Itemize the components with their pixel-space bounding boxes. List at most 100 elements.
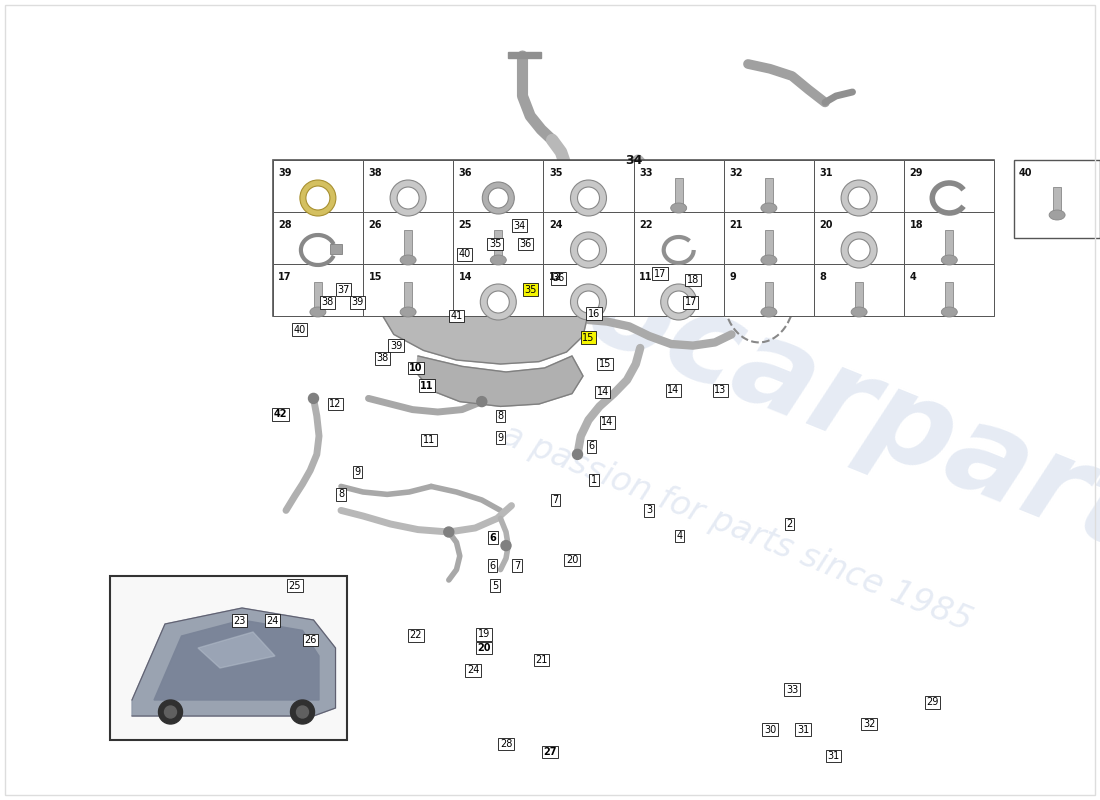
Text: 27: 27 [543,747,557,757]
Text: 29: 29 [910,168,923,178]
Text: 9: 9 [497,433,504,442]
Ellipse shape [942,255,957,265]
Text: 20: 20 [477,643,491,653]
Bar [453,160,543,212]
Text: 28: 28 [499,739,513,749]
Text: 32: 32 [862,719,876,729]
Text: 7: 7 [514,561,520,570]
Text: 40: 40 [1019,168,1032,178]
Bar [273,160,994,316]
Text: 8: 8 [497,411,504,421]
Text: 42: 42 [274,410,287,419]
Polygon shape [644,244,764,306]
Text: 40: 40 [293,325,306,334]
Text: 39: 39 [278,168,292,178]
Text: 33: 33 [785,685,799,694]
Text: 14: 14 [667,386,680,395]
Text: 9: 9 [354,467,361,477]
Circle shape [500,541,512,550]
Bar [764,178,773,206]
Text: 31: 31 [820,168,833,178]
Bar [674,178,683,206]
Text: 17: 17 [684,298,697,307]
Bar [634,160,724,212]
Text: 2: 2 [786,519,793,529]
Bar [1014,160,1100,238]
Bar [1053,187,1062,213]
Text: 39: 39 [351,298,364,307]
Text: 25: 25 [288,581,301,590]
Bar [814,212,904,264]
Text: 26: 26 [304,635,317,645]
Text: 3: 3 [646,506,652,515]
Text: 10: 10 [409,363,422,373]
Text: 24: 24 [549,220,562,230]
Bar [404,282,412,310]
Text: 34: 34 [625,154,642,166]
Bar [724,264,814,316]
Bar [724,160,814,212]
Bar [543,212,634,264]
Circle shape [290,700,315,724]
Bar [273,160,363,212]
Text: 33: 33 [639,168,652,178]
Bar [453,212,543,264]
Text: 20: 20 [565,555,579,565]
Polygon shape [418,238,578,298]
Text: 18: 18 [910,220,923,230]
Text: 38: 38 [321,298,334,307]
Text: 20: 20 [820,220,833,230]
Text: 29: 29 [926,698,939,707]
Polygon shape [508,52,541,58]
Text: 31: 31 [827,751,840,761]
Bar [855,282,864,310]
Bar [543,160,634,212]
Text: 21: 21 [729,220,743,230]
Text: 41: 41 [450,311,463,321]
Bar [314,282,322,310]
Text: 38: 38 [376,354,389,363]
Text: 11: 11 [639,272,652,282]
Bar [814,160,904,212]
Bar [634,212,724,264]
Ellipse shape [400,307,416,317]
Polygon shape [154,620,319,700]
Text: 6: 6 [490,533,496,542]
Text: 14: 14 [459,272,472,282]
Text: 28: 28 [278,220,292,230]
Text: 34: 34 [513,221,526,230]
Text: 30: 30 [763,725,777,734]
Text: 18: 18 [686,275,700,285]
Bar [904,264,994,316]
Text: 36: 36 [519,239,532,249]
Bar [634,264,724,316]
Bar [330,244,342,254]
Text: 11: 11 [422,435,436,445]
Text: 12: 12 [549,272,562,282]
Text: 31: 31 [796,725,810,734]
Text: 32: 32 [729,168,743,178]
Text: 15: 15 [368,272,382,282]
Ellipse shape [851,307,867,317]
Text: 25: 25 [459,220,472,230]
Bar [363,212,453,264]
Text: 35: 35 [549,168,562,178]
Bar [814,264,904,316]
Bar [363,264,453,316]
Polygon shape [416,356,583,406]
Circle shape [297,706,308,718]
Bar [945,230,954,258]
Bar [724,212,814,264]
Ellipse shape [761,307,777,317]
Text: 6: 6 [490,561,496,570]
Ellipse shape [1049,210,1065,220]
Text: 24: 24 [266,616,279,626]
Ellipse shape [491,255,506,265]
Polygon shape [383,272,588,364]
Text: 36: 36 [552,274,565,283]
Bar [904,160,994,212]
Text: 14: 14 [596,387,609,397]
Bar [904,212,994,264]
Text: 1: 1 [591,475,597,485]
Ellipse shape [603,230,625,247]
